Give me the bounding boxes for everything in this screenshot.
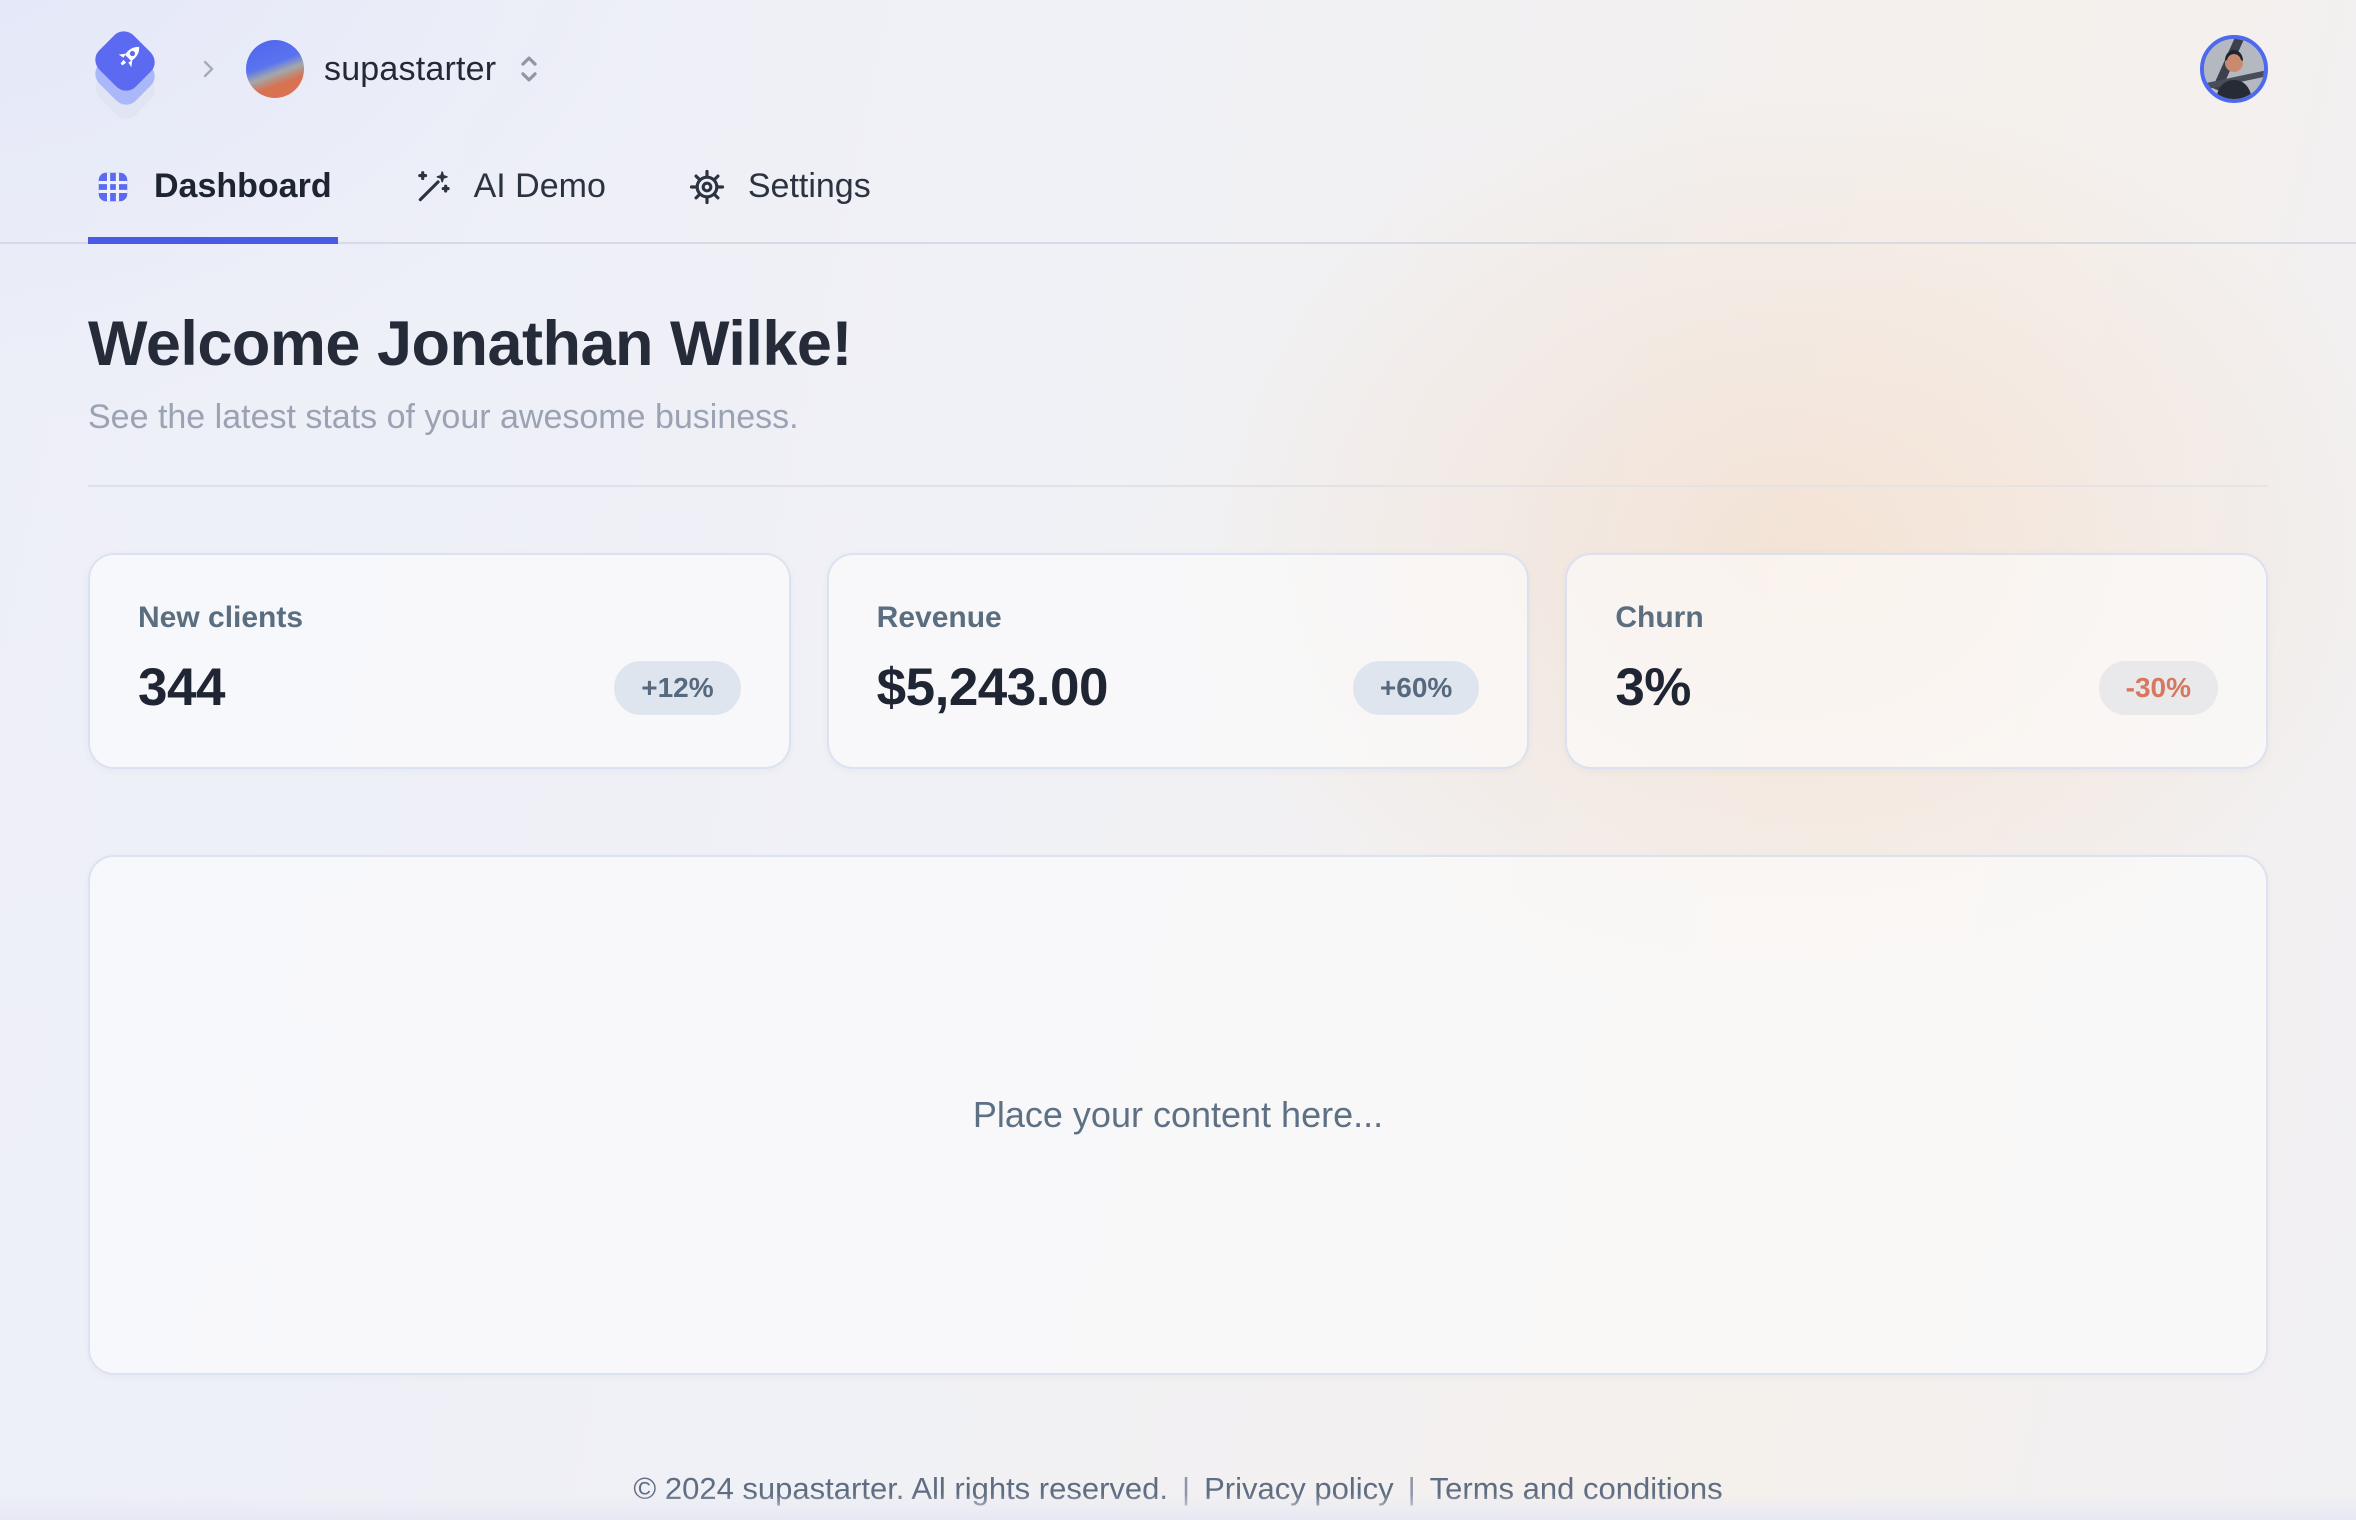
page-title: Welcome Jonathan Wilke!: [88, 309, 852, 379]
content-placeholder-card: Place your content here...: [88, 855, 2268, 1375]
hero-section: Welcome Jonathan Wilke! See the latest s…: [88, 244, 2268, 437]
wand-sparkles-icon: [414, 168, 452, 206]
stat-card-new-clients: New clients 344 +12%: [88, 553, 791, 769]
stat-label: Revenue: [876, 601, 1002, 634]
gear-icon: [688, 168, 726, 206]
breadcrumb-chevron-icon: [196, 57, 220, 81]
stat-label: Churn: [1615, 601, 1704, 634]
org-avatar[interactable]: [246, 40, 304, 98]
footer-separator: |: [1407, 1471, 1416, 1506]
tab-settings[interactable]: Settings: [682, 167, 877, 242]
app-header: supastarter: [0, 0, 2356, 138]
stat-change-badge: +60%: [1352, 660, 1480, 715]
footer-separator: |: [1182, 1471, 1191, 1506]
terms-link[interactable]: Terms and conditions: [1429, 1471, 1723, 1506]
org-name: supastarter: [324, 49, 497, 88]
stat-card-revenue: Revenue $5,243.00 +60%: [826, 553, 1530, 769]
tab-bar: Dashboard AI Demo Setting: [0, 138, 2356, 244]
page-subtitle: See the latest stats of your awesome bus…: [88, 398, 799, 436]
stat-card-churn: Churn 3% -30%: [1565, 553, 2268, 769]
copyright-text: © 2024 supastarter. All rights reserved.: [633, 1471, 1169, 1506]
hero-divider: [88, 485, 2268, 487]
grid-icon: [94, 168, 132, 206]
org-switcher-chevrons-icon[interactable]: [514, 52, 544, 86]
stat-label: New clients: [138, 601, 304, 634]
app-logo-icon[interactable]: [88, 25, 166, 125]
stat-change-badge: +12%: [614, 660, 741, 715]
stat-value: 3%: [1615, 658, 1691, 717]
stats-row: New clients 344 +12% Revenue $5,243.00 +…: [88, 553, 2268, 769]
stat-change-badge: -30%: [2098, 660, 2218, 715]
placeholder-text: Place your content here...: [972, 1094, 1384, 1135]
rocket-icon: [118, 46, 140, 68]
stat-value: $5,243.00: [876, 658, 1109, 717]
user-avatar[interactable]: [2200, 35, 2268, 103]
stat-value: 344: [138, 658, 225, 717]
main-content: Welcome Jonathan Wilke! See the latest s…: [0, 244, 2356, 1375]
footer: © 2024 supastarter. All rights reserved.…: [0, 1471, 2356, 1507]
tab-dashboard[interactable]: Dashboard: [88, 167, 338, 244]
privacy-policy-link[interactable]: Privacy policy: [1204, 1471, 1394, 1506]
tab-label: Settings: [747, 167, 871, 205]
tab-ai-demo[interactable]: AI Demo: [408, 167, 612, 242]
tab-label: Dashboard: [154, 167, 332, 205]
tab-label: AI Demo: [473, 167, 606, 205]
